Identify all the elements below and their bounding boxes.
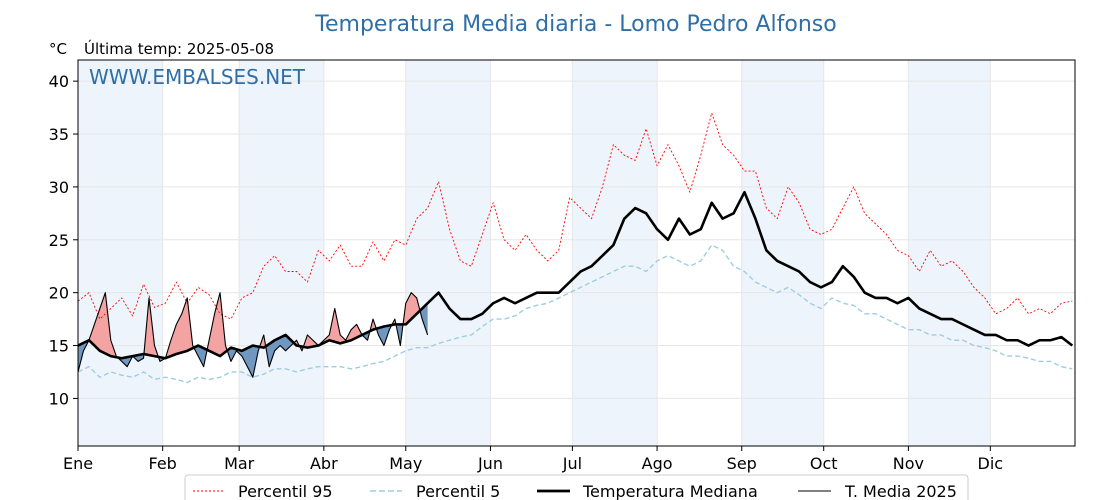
below-median-fill — [396, 324, 404, 346]
month-band — [405, 60, 491, 446]
below-median-fill — [266, 334, 294, 367]
x-axis-ticks: Ene Feb Mar Abr May Jun Jul Ago Sep Oct Nov Dic — [63, 446, 1003, 473]
above-median-fill — [144, 297, 159, 358]
below-median-fill — [78, 340, 89, 372]
below-median-fill — [133, 343, 145, 362]
above-median-fill — [207, 292, 229, 357]
watermark: WWW.EMBALSES.NET — [89, 65, 306, 89]
x-tick-label: Feb — [149, 454, 177, 473]
x-tick-label: Ago — [642, 454, 673, 473]
y-tick-label: 15 — [49, 337, 69, 356]
month-band — [741, 60, 824, 446]
below-median-fill — [420, 303, 428, 335]
grid-lines — [77, 60, 1075, 446]
below-median-fill — [377, 324, 393, 346]
x-tick-label: May — [389, 454, 422, 473]
p95-line — [77, 112, 1073, 320]
legend-label-p95: Percentil 95 — [238, 482, 333, 500]
legend-box — [184, 474, 969, 500]
unit-label: °C — [49, 40, 67, 58]
x-tick-label: Oct — [810, 454, 838, 473]
above-median-fill — [303, 308, 364, 348]
legend: Percentil 95 Percentil 5 Temperatura Med… — [184, 474, 969, 500]
month-band — [908, 60, 991, 446]
x-tick-label: Jun — [477, 454, 503, 473]
y-tick-label: 30 — [49, 178, 69, 197]
median-line — [77, 190, 1074, 360]
above-median-fill — [165, 297, 195, 359]
y-tick-label: 35 — [49, 125, 69, 144]
y-tick-label: 40 — [49, 72, 69, 91]
current-year-line — [77, 292, 429, 378]
above-median-fill — [293, 340, 301, 349]
x-tick-label: Mar — [224, 454, 255, 473]
month-band — [78, 60, 163, 446]
below-median-fill — [228, 345, 260, 378]
series-lines — [77, 112, 1074, 384]
p5-line — [77, 244, 1073, 384]
legend-label-current: T. Media 2025 — [844, 482, 957, 500]
month-bands — [78, 60, 991, 446]
x-tick-label: Sep — [727, 454, 757, 473]
y-tick-label: 25 — [49, 231, 69, 250]
month-band — [239, 60, 324, 446]
chart-title: Temperatura Media diaria - Lomo Pedro Al… — [314, 12, 836, 37]
plot-frame — [77, 59, 1076, 447]
x-tick-label: Nov — [893, 454, 924, 473]
legend-label-p5: Percentil 5 — [416, 482, 500, 500]
x-tick-label: Abr — [310, 454, 338, 473]
y-axis-ticks: 10 15 20 25 30 35 40 — [49, 72, 78, 408]
anomaly-fills — [78, 292, 428, 378]
x-tick-label: Dic — [978, 454, 1004, 473]
last-temp-label: Última temp: 2025-05-08 — [84, 39, 274, 58]
y-tick-label: 20 — [49, 284, 69, 303]
x-tick-label: Jul — [562, 454, 582, 473]
above-median-fill — [88, 292, 119, 359]
legend-label-median: Temperatura Mediana — [582, 482, 758, 500]
x-tick-label: Ene — [63, 454, 93, 473]
month-band — [572, 60, 658, 446]
y-tick-label: 10 — [49, 389, 69, 408]
